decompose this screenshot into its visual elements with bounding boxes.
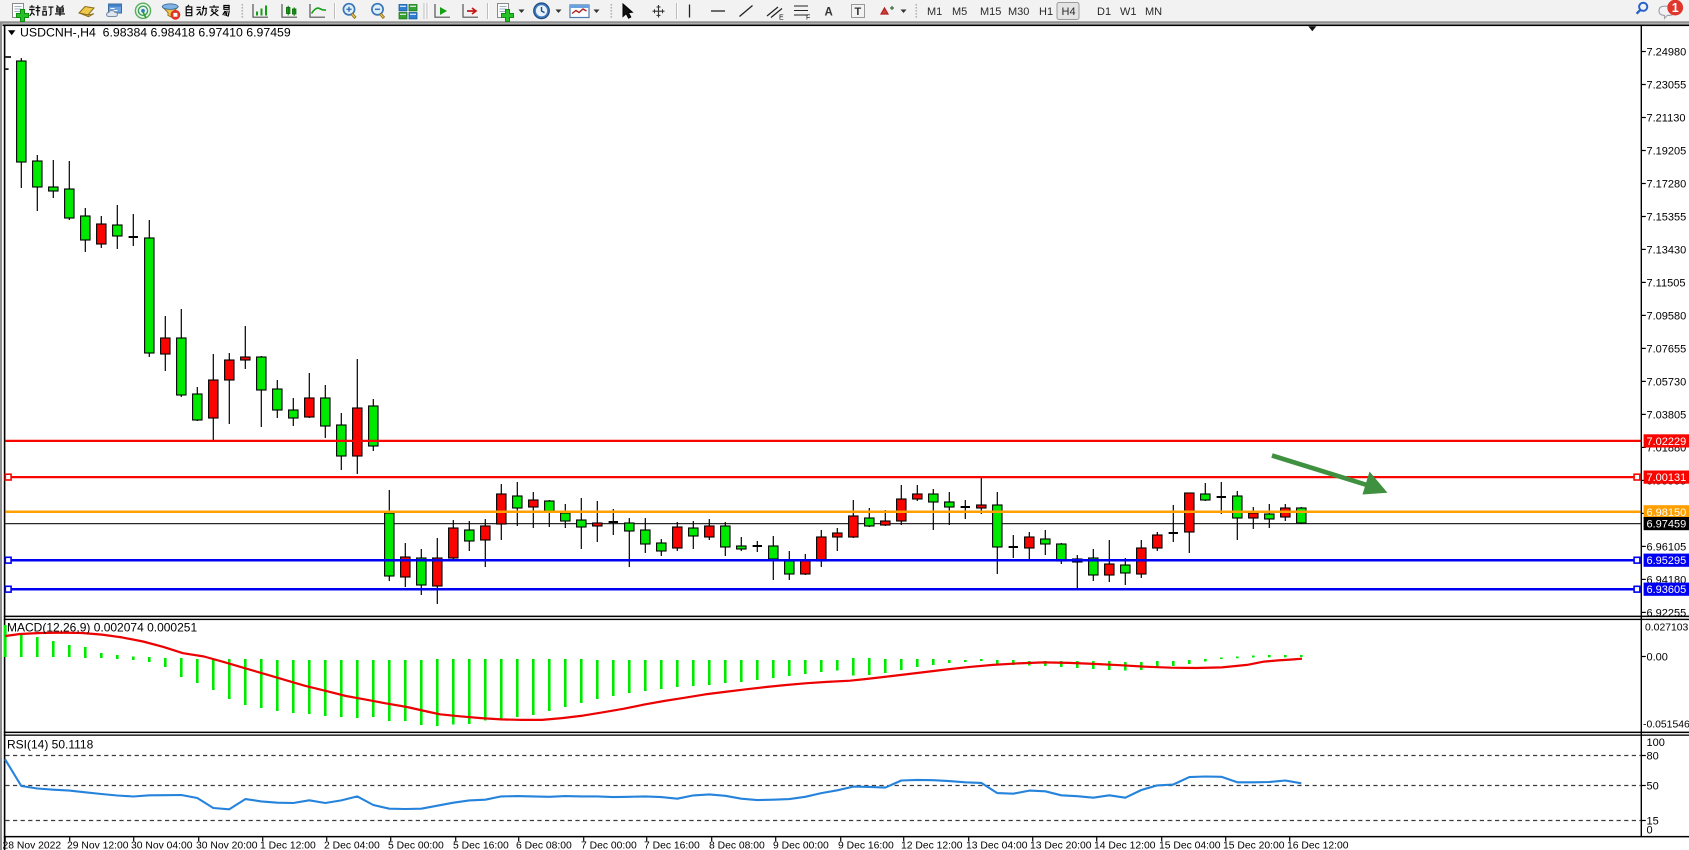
svg-text:W1: W1 bbox=[1120, 6, 1137, 18]
svg-text:6.98150: 6.98150 bbox=[1647, 507, 1687, 519]
svg-text:H4: H4 bbox=[1062, 6, 1076, 18]
svg-text:6.97459: 6.97459 bbox=[1647, 519, 1687, 531]
svg-text:M15: M15 bbox=[980, 6, 1001, 18]
svg-text:1: 1 bbox=[1672, 1, 1679, 15]
svg-text:100: 100 bbox=[1647, 737, 1665, 749]
svg-text:7 Dec 16:00: 7 Dec 16:00 bbox=[644, 840, 700, 850]
svg-text:9 Dec 00:00: 9 Dec 00:00 bbox=[773, 840, 829, 850]
svg-text:16 Dec 12:00: 16 Dec 12:00 bbox=[1287, 840, 1349, 850]
svg-text:7.17280: 7.17280 bbox=[1647, 179, 1687, 191]
svg-text:MN: MN bbox=[1145, 6, 1162, 18]
svg-text:7.11505: 7.11505 bbox=[1647, 277, 1686, 289]
svg-text:15: 15 bbox=[1647, 816, 1659, 828]
svg-text:7.07655: 7.07655 bbox=[1647, 343, 1687, 355]
svg-text:7.02229: 7.02229 bbox=[1647, 436, 1687, 448]
svg-text:USDCNH-,H4 6.98384 6.98418 6.: USDCNH-,H4 6.98384 6.98418 6.97410 6.974… bbox=[20, 26, 291, 40]
svg-text:50: 50 bbox=[1647, 781, 1659, 793]
svg-text:7.13430: 7.13430 bbox=[1647, 244, 1687, 256]
svg-text:MACD(12,26,9) 0.002074 0.00025: MACD(12,26,9) 0.002074 0.000251 bbox=[7, 621, 197, 635]
svg-text:6.96105: 6.96105 bbox=[1647, 541, 1687, 553]
svg-text:80: 80 bbox=[1647, 751, 1659, 763]
svg-text:F: F bbox=[806, 15, 810, 22]
svg-text:7.21130: 7.21130 bbox=[1647, 113, 1686, 125]
svg-text:M30: M30 bbox=[1008, 6, 1029, 18]
svg-text:0: 0 bbox=[1647, 825, 1653, 837]
svg-text:6.92255: 6.92255 bbox=[1647, 607, 1687, 619]
svg-text:14 Dec 12:00: 14 Dec 12:00 bbox=[1094, 840, 1156, 850]
svg-text:M1: M1 bbox=[927, 6, 942, 18]
svg-text:T: T bbox=[855, 6, 862, 18]
svg-text:5 Dec 00:00: 5 Dec 00:00 bbox=[388, 840, 444, 850]
svg-text:5 Dec 16:00: 5 Dec 16:00 bbox=[453, 840, 509, 850]
svg-text:A: A bbox=[825, 7, 833, 19]
svg-text:D1: D1 bbox=[1097, 6, 1111, 18]
svg-text:9 Dec 16:00: 9 Dec 16:00 bbox=[838, 840, 894, 850]
svg-text:7.15355: 7.15355 bbox=[1647, 212, 1687, 224]
svg-text:7.00131: 7.00131 bbox=[1647, 472, 1687, 484]
svg-text:15 Dec 20:00: 15 Dec 20:00 bbox=[1223, 840, 1285, 850]
svg-text:28 Nov 2022: 28 Nov 2022 bbox=[3, 840, 62, 850]
svg-text:15 Dec 04:00: 15 Dec 04:00 bbox=[1159, 840, 1221, 850]
svg-text:0.00: 0.00 bbox=[1647, 652, 1668, 664]
svg-text:6.95295: 6.95295 bbox=[1647, 555, 1687, 567]
svg-text:12 Dec 12:00: 12 Dec 12:00 bbox=[901, 840, 963, 850]
svg-text:-0.051546: -0.051546 bbox=[1643, 719, 1689, 730]
svg-text:0.027103: 0.027103 bbox=[1645, 622, 1689, 633]
svg-text:13 Dec 20:00: 13 Dec 20:00 bbox=[1030, 840, 1092, 850]
svg-text:RSI(14) 50.1118: RSI(14) 50.1118 bbox=[7, 737, 94, 751]
svg-text:6 Dec 08:00: 6 Dec 08:00 bbox=[516, 840, 572, 850]
svg-text:13 Dec 04:00: 13 Dec 04:00 bbox=[966, 840, 1028, 850]
svg-text:30 Nov 04:00: 30 Nov 04:00 bbox=[131, 840, 193, 850]
svg-text:7.05730: 7.05730 bbox=[1647, 376, 1687, 388]
svg-text:29 Nov 12:00: 29 Nov 12:00 bbox=[67, 840, 129, 850]
svg-text:7.03805: 7.03805 bbox=[1647, 409, 1687, 421]
svg-text:6.93605: 6.93605 bbox=[1647, 584, 1687, 596]
svg-text:7 Dec 00:00: 7 Dec 00:00 bbox=[581, 840, 637, 850]
svg-text:7.23055: 7.23055 bbox=[1647, 80, 1687, 92]
svg-text:1 Dec 12:00: 1 Dec 12:00 bbox=[260, 840, 316, 850]
svg-text:7.24980: 7.24980 bbox=[1647, 47, 1687, 59]
svg-text:7.19205: 7.19205 bbox=[1647, 146, 1687, 158]
svg-text:M5: M5 bbox=[952, 6, 967, 18]
svg-text:30 Nov 20:00: 30 Nov 20:00 bbox=[196, 840, 258, 850]
svg-text:8 Dec 08:00: 8 Dec 08:00 bbox=[709, 840, 765, 850]
svg-text:2 Dec 04:00: 2 Dec 04:00 bbox=[324, 840, 380, 850]
svg-text:E: E bbox=[779, 15, 784, 22]
svg-text:H1: H1 bbox=[1039, 6, 1053, 18]
svg-text:7.09580: 7.09580 bbox=[1647, 310, 1687, 322]
